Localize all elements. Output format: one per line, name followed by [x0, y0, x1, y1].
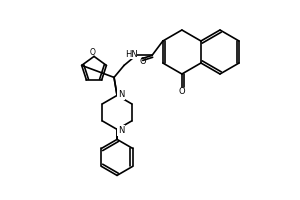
Text: O: O: [178, 86, 185, 96]
Text: HN: HN: [125, 50, 137, 59]
Text: O: O: [140, 57, 146, 66]
Text: O: O: [90, 48, 96, 57]
Text: N: N: [118, 90, 124, 99]
Text: N: N: [118, 126, 124, 135]
